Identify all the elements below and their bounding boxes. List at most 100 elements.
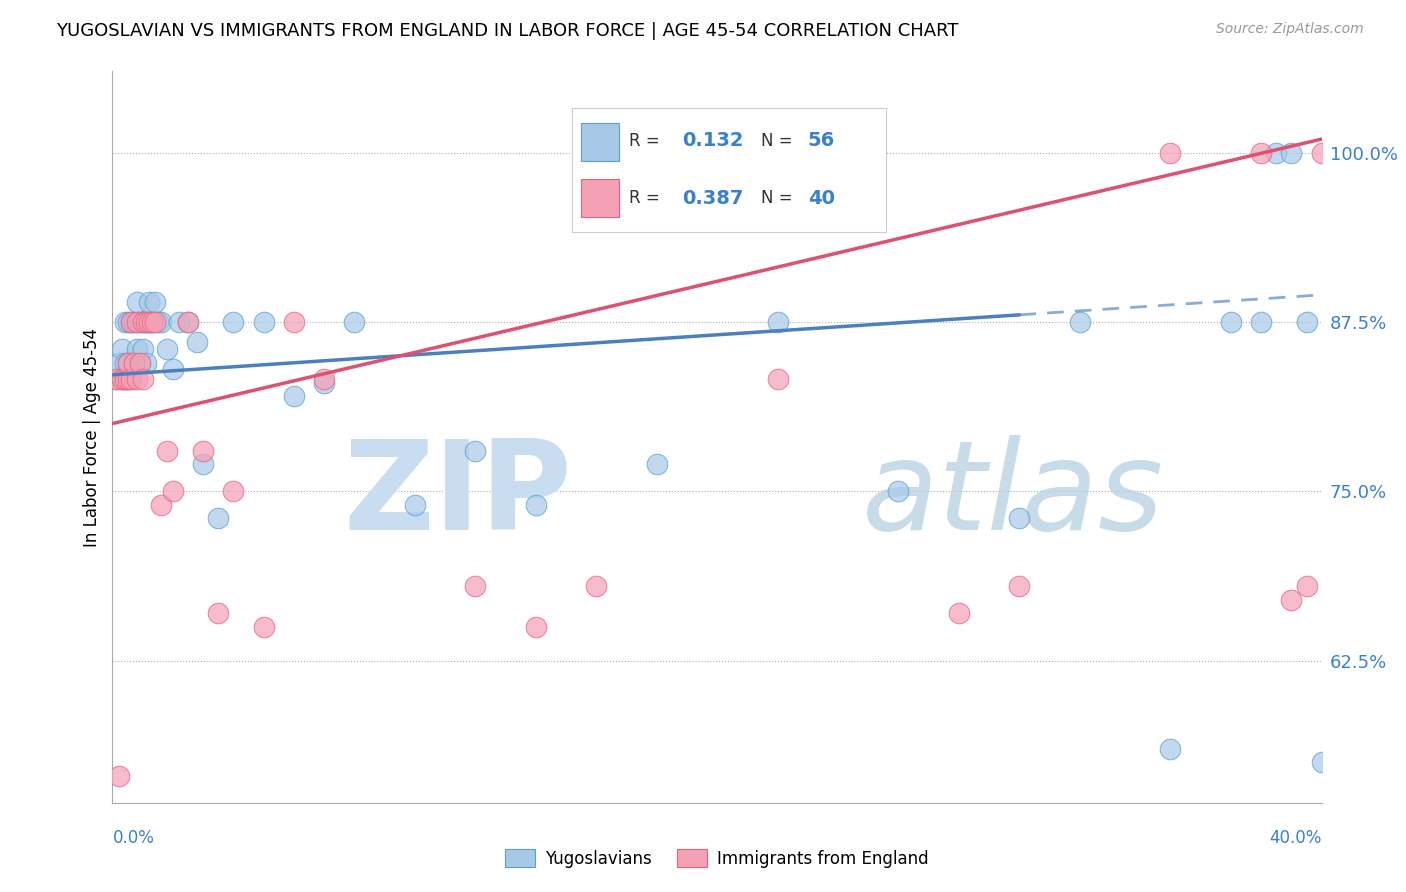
Point: [1279, 145, 1302, 160]
Point: [125, 315, 148, 329]
Point: [283, 315, 305, 329]
Point: [283, 389, 305, 403]
Point: [1069, 315, 1091, 329]
Point: [404, 498, 426, 512]
Point: [143, 294, 166, 309]
Point: [162, 362, 184, 376]
Point: [222, 484, 245, 499]
Text: atlas: atlas: [862, 435, 1164, 556]
Point: [122, 355, 145, 369]
Point: [524, 498, 547, 512]
Point: [114, 355, 136, 369]
Point: [120, 315, 142, 329]
Point: [107, 769, 129, 783]
Point: [191, 443, 214, 458]
Point: [524, 620, 547, 634]
Text: 0.0%: 0.0%: [112, 829, 155, 847]
Point: [1220, 315, 1243, 329]
Point: [117, 315, 139, 329]
Point: [1310, 145, 1333, 160]
Point: [125, 342, 148, 356]
Point: [186, 335, 208, 350]
Point: [1295, 579, 1317, 593]
Point: [314, 372, 336, 386]
Point: [104, 372, 127, 386]
Point: [585, 579, 607, 593]
Point: [156, 342, 179, 356]
Point: [1159, 145, 1181, 160]
Point: [135, 315, 157, 329]
Point: [143, 315, 166, 329]
Point: [114, 372, 136, 386]
Point: [117, 355, 139, 369]
Point: [138, 294, 160, 309]
Point: [645, 457, 668, 471]
Point: [191, 457, 214, 471]
Point: [253, 315, 276, 329]
Legend: Yugoslavians, Immigrants from England: Yugoslavians, Immigrants from England: [505, 849, 929, 868]
Point: [177, 315, 200, 329]
Point: [132, 342, 155, 356]
Point: [110, 372, 132, 386]
Point: [1250, 145, 1272, 160]
Point: [887, 484, 910, 499]
Point: [110, 372, 132, 386]
Point: [948, 606, 970, 620]
Point: [207, 606, 229, 620]
Point: [149, 315, 172, 329]
Point: [343, 315, 366, 329]
Point: [132, 315, 155, 329]
Point: [1008, 579, 1031, 593]
Point: [128, 355, 150, 369]
Point: [766, 315, 789, 329]
Point: [128, 315, 150, 329]
Point: [120, 372, 142, 386]
Point: [117, 372, 139, 386]
Y-axis label: In Labor Force | Age 45-54: In Labor Force | Age 45-54: [83, 327, 101, 547]
Point: [132, 372, 155, 386]
Point: [314, 376, 336, 390]
Point: [138, 315, 160, 329]
Point: [1250, 315, 1272, 329]
Point: [110, 342, 132, 356]
Point: [122, 355, 145, 369]
Point: [135, 355, 157, 369]
Point: [156, 443, 179, 458]
Point: [149, 498, 172, 512]
Text: YUGOSLAVIAN VS IMMIGRANTS FROM ENGLAND IN LABOR FORCE | AGE 45-54 CORRELATION CH: YUGOSLAVIAN VS IMMIGRANTS FROM ENGLAND I…: [56, 22, 959, 40]
Point: [706, 186, 728, 201]
Point: [125, 294, 148, 309]
Point: [1008, 511, 1031, 525]
Point: [1265, 145, 1288, 160]
Point: [120, 315, 142, 329]
Point: [207, 511, 229, 525]
Point: [117, 372, 139, 386]
Point: [114, 372, 136, 386]
Point: [141, 315, 163, 329]
Point: [122, 315, 145, 329]
Point: [222, 315, 245, 329]
Point: [117, 355, 139, 369]
Point: [128, 355, 150, 369]
Point: [167, 315, 190, 329]
Point: [138, 315, 160, 329]
Point: [1279, 592, 1302, 607]
Point: [120, 372, 142, 386]
Point: [146, 315, 169, 329]
Point: [141, 315, 163, 329]
Text: ZIP: ZIP: [343, 435, 572, 556]
Point: [1295, 315, 1317, 329]
Point: [107, 355, 129, 369]
Point: [766, 372, 789, 386]
Point: [162, 484, 184, 499]
Point: [135, 315, 157, 329]
Point: [104, 372, 127, 386]
Point: [114, 315, 136, 329]
Point: [464, 443, 486, 458]
Point: [1310, 755, 1333, 769]
Point: [132, 315, 155, 329]
Point: [177, 315, 200, 329]
Text: Source: ZipAtlas.com: Source: ZipAtlas.com: [1216, 22, 1364, 37]
Point: [125, 315, 148, 329]
Point: [125, 372, 148, 386]
